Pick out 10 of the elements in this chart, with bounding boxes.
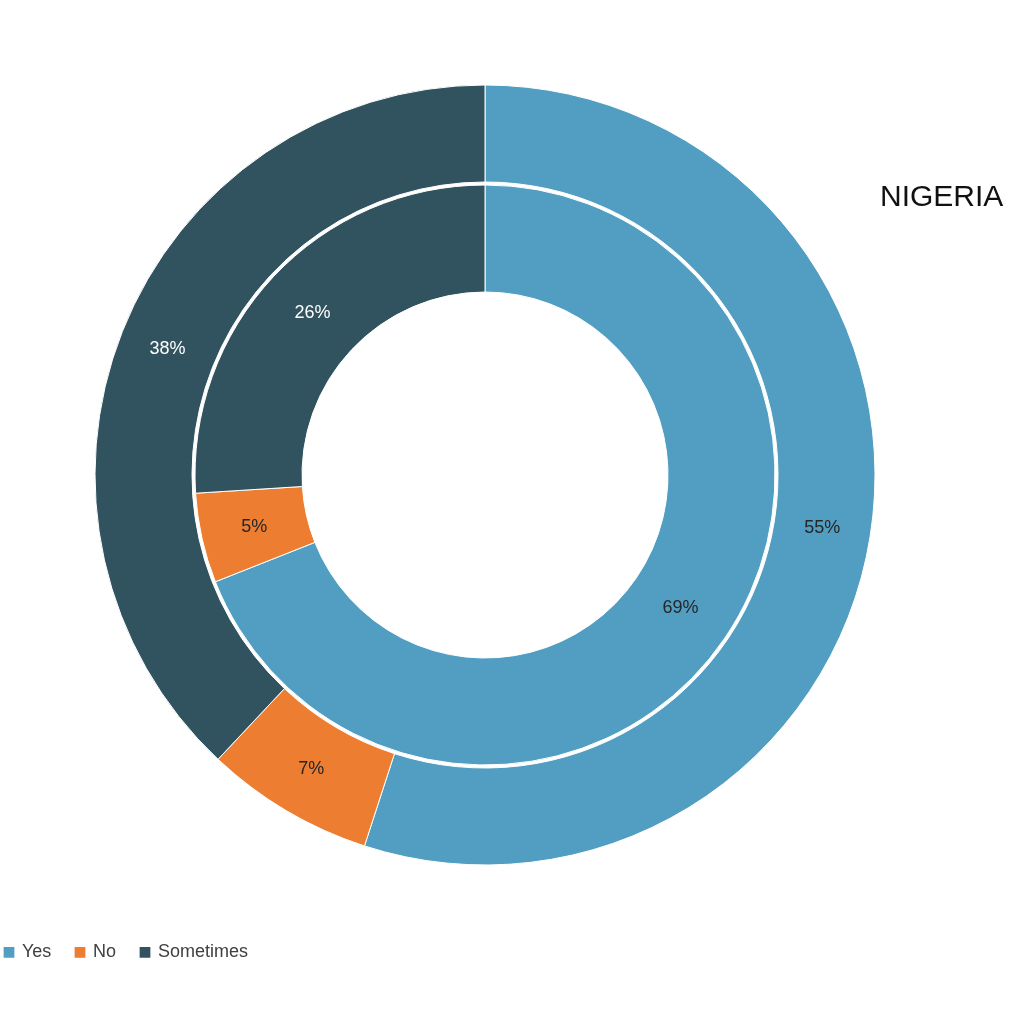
legend-label: Sometimes [158,941,249,962]
data-label: 38% [149,338,186,359]
data-label: 7% [298,757,325,778]
data-label: 69% [662,596,699,617]
data-label: 26% [294,302,331,323]
data-label: 5% [241,515,268,536]
data-label: 55% [804,517,841,538]
legend-label: Yes [22,941,52,962]
slice-label: NIGERIA [880,179,1004,212]
legend-label: No [93,941,117,962]
